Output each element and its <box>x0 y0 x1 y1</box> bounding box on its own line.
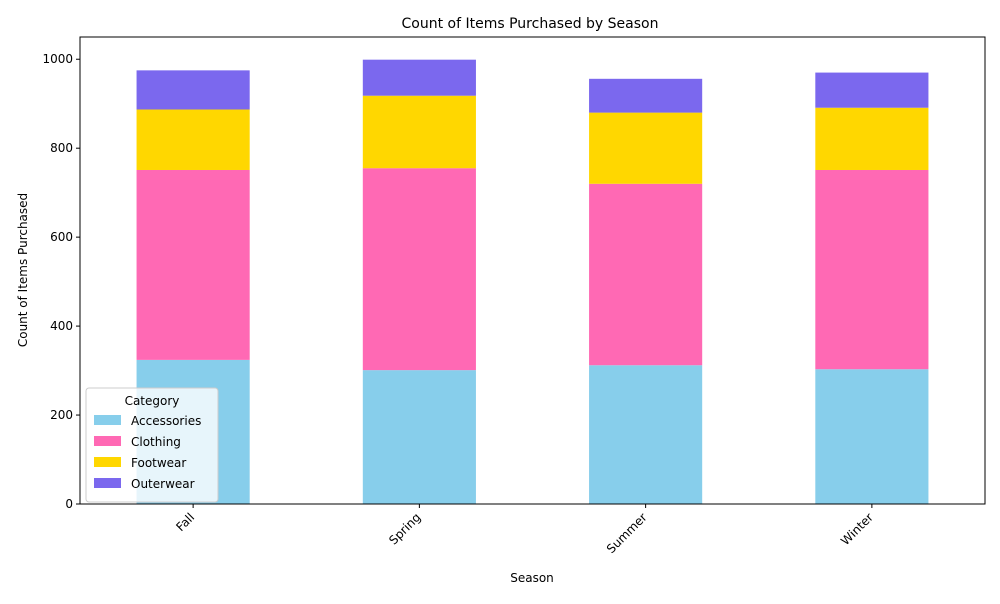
legend-label-footwear: Footwear <box>131 456 186 470</box>
y-tick-label: 800 <box>50 141 73 155</box>
legend-label-accessories: Accessories <box>131 414 201 428</box>
legend-swatch-clothing <box>94 436 121 446</box>
y-tick-label: 400 <box>50 319 73 333</box>
y-tick-label: 0 <box>65 497 73 511</box>
y-axis-label: Count of Items Purchased <box>16 193 30 347</box>
bar-footwear-spring <box>362 95 476 169</box>
bar-footwear-fall <box>136 109 250 170</box>
bar-outerwear-spring <box>362 59 476 96</box>
bar-clothing-spring <box>362 168 476 371</box>
plot-frame <box>79 36 986 505</box>
x-tick-label: Fall <box>173 510 197 534</box>
y-tick-label: 1000 <box>42 52 73 66</box>
legend-label-clothing: Clothing <box>131 435 181 449</box>
bar-accessories-summer <box>589 365 703 504</box>
bar-outerwear-summer <box>589 78 703 113</box>
legend-swatch-accessories <box>94 415 121 425</box>
legend: Category Accessories Clothing Footwear Outer… <box>85 387 219 503</box>
legend-title: Category <box>125 394 180 408</box>
bar-outerwear-fall <box>136 70 250 110</box>
x-tick-label: Summer <box>604 510 650 556</box>
legend-label-outerwear: Outerwear <box>131 477 195 491</box>
bar-accessories-winter <box>815 369 929 504</box>
y-tick-label: 600 <box>50 230 73 244</box>
y-tick-label: 200 <box>50 408 73 422</box>
bar-clothing-summer <box>589 183 703 366</box>
x-axis-label: Season <box>510 571 554 585</box>
bar-footwear-winter <box>815 107 929 170</box>
bars-layer <box>136 59 929 504</box>
bar-outerwear-winter <box>815 72 929 108</box>
chart-title: Count of Items Purchased by Season <box>402 16 659 32</box>
bar-footwear-summer <box>589 112 703 184</box>
bar-clothing-fall <box>136 169 250 360</box>
x-tick-label: Winter <box>838 510 876 548</box>
legend-swatch-footwear <box>94 457 121 467</box>
x-tick-label: Spring <box>386 510 423 547</box>
bar-accessories-spring <box>362 370 476 504</box>
bar-clothing-winter <box>815 169 929 370</box>
legend-swatch-outerwear <box>94 478 121 488</box>
